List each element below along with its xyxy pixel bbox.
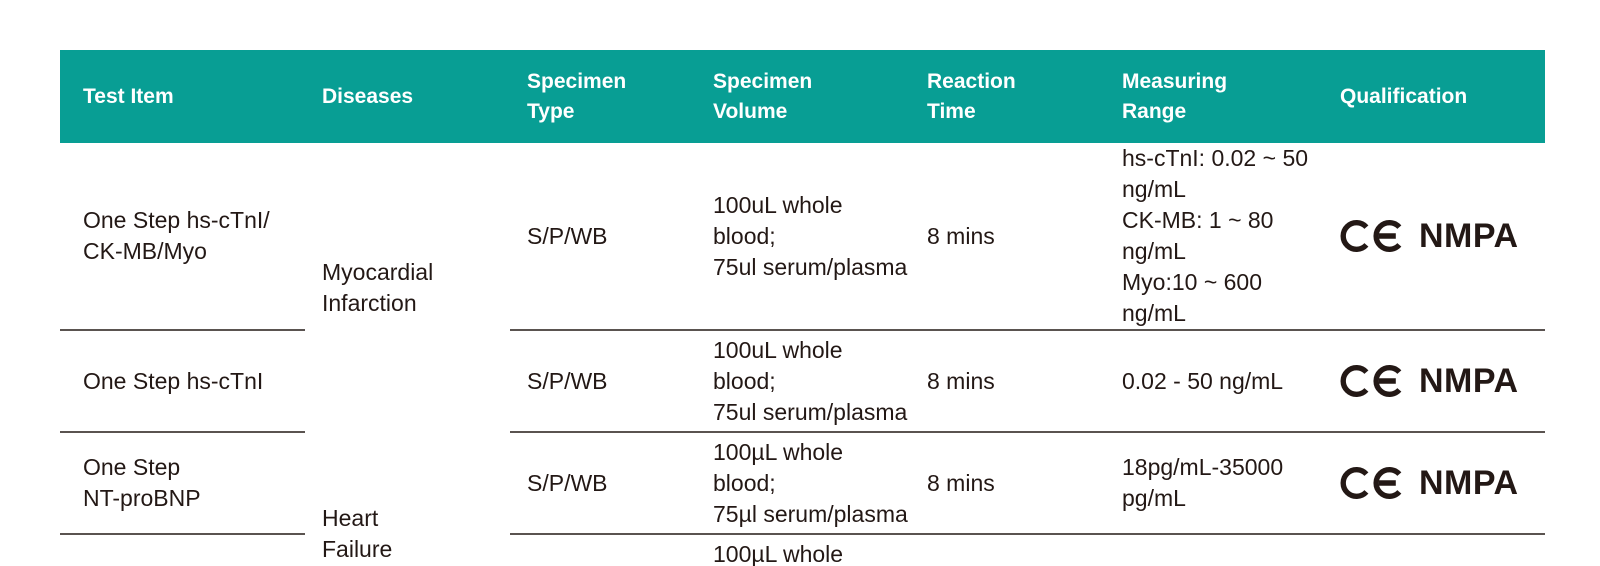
cell-reaction-time: 8 mins <box>910 432 1105 535</box>
col-header-reaction-time: Reaction Time <box>910 50 1105 143</box>
cell-test-item: One Step hs-cTnI <box>60 534 305 566</box>
table-row: One Step hs-cTnI/ CK-MB/Myo Myocardial I… <box>60 143 1545 331</box>
col-header-qualification: Qualification <box>1325 50 1545 143</box>
cell-qualification: NMPA <box>1325 330 1545 433</box>
cell-qualification: NMPA <box>1325 143 1545 331</box>
cell-reaction-time: 8 mins <box>910 143 1105 331</box>
col-header-diseases: Diseases <box>305 50 510 143</box>
cell-diseases: Myocardial Infarction <box>322 258 434 316</box>
cell-specimen-type: S/P/WB <box>510 330 695 433</box>
col-header-measuring-range: Measuring Range <box>1105 50 1325 143</box>
ce-mark-icon <box>1340 464 1406 502</box>
nmpa-label: NMPA <box>1419 362 1519 400</box>
cell-specimen-volume: 100uL whole blood; 75ul serum/plasma <box>695 330 910 433</box>
cell-specimen-volume: 100µL whole blood; 75µl plasma <box>695 534 910 566</box>
cell-specimen-volume: 100uL whole blood; 75ul serum/plasma <box>695 143 910 331</box>
cell-test-item: One Step hs-cTnI <box>60 330 305 433</box>
cell-qualification: NMPA <box>1325 432 1545 535</box>
cell-specimen-type: S/P/WB <box>510 432 695 535</box>
cell-qualification: NMPA <box>1325 534 1545 566</box>
cell-test-item: One Step hs-cTnI/ CK-MB/Myo <box>60 143 305 331</box>
table-row: One Step NT-proBNP Heart Failure S/P/WB … <box>60 432 1545 566</box>
col-header-specimen-volume: Specimen Volume <box>695 50 910 143</box>
cell-diseases: Heart Failure <box>305 432 510 566</box>
nmpa-label: NMPA <box>1419 464 1519 502</box>
cell-test-item: One Step NT-proBNP <box>60 432 305 535</box>
cell-measuring-range: 18pg/mL-35000 pg/mL <box>1105 432 1325 535</box>
ce-mark-icon <box>1340 362 1406 400</box>
nmpa-label: NMPA <box>1419 217 1519 255</box>
cell-measuring-range: hs-cTnI: 0.02 ~ 50 ng/mL CK-MB: 1 ~ 80 n… <box>1105 143 1325 331</box>
cell-specimen-type: S/P/WB <box>510 143 695 331</box>
col-header-specimen-type: Specimen Type <box>510 50 695 143</box>
cell-measuring-range: 0.02 - 50 ng/mL <box>1105 330 1325 433</box>
cell-measuring-range: 5-5000 pg/mL <box>1105 534 1325 566</box>
ce-mark-icon <box>1340 217 1406 255</box>
header-row: Test Item Diseases Specimen Type Specime… <box>60 50 1545 143</box>
cell-specimen-volume: 100µL whole blood; 75µl serum/plasma <box>695 432 910 535</box>
cell-reaction-time: 8 mins <box>910 330 1105 433</box>
col-header-test-item: Test Item <box>60 50 305 143</box>
cell-reaction-time: 8 mins <box>910 534 1105 566</box>
table-row: One Step hs-cTnI P/WB 100µL whole blood;… <box>60 534 1545 566</box>
table-row: One Step hs-cTnI S/P/WB 100uL whole bloo… <box>60 330 1545 433</box>
product-spec-table: Test Item Diseases Specimen Type Specime… <box>60 50 1545 566</box>
cell-specimen-type: P/WB <box>510 534 695 566</box>
